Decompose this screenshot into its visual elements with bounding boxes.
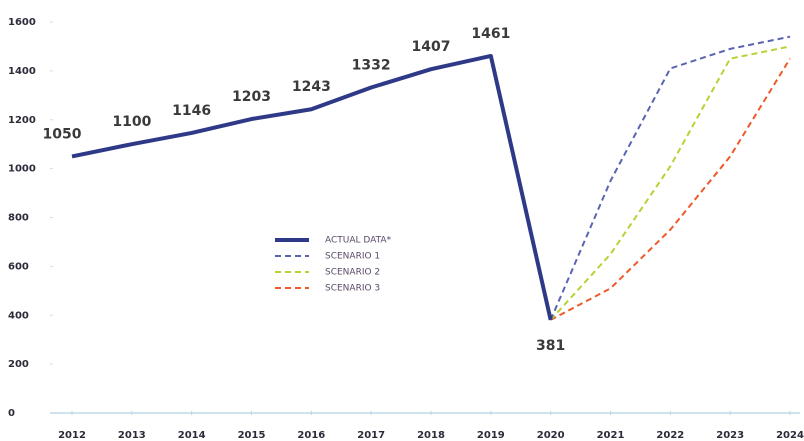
- legend-label: SCENARIO 2: [325, 268, 380, 278]
- legend-label: SCENARIO 3: [325, 284, 380, 294]
- data-label: 1100: [112, 114, 151, 130]
- series-line: [549, 45, 791, 321]
- x-tick-label: 2017: [357, 430, 385, 441]
- data-label: 1203: [232, 89, 271, 105]
- x-tick-label: 2019: [477, 430, 505, 441]
- y-tick-label: 600: [8, 261, 29, 272]
- data-label: 1461: [471, 26, 510, 42]
- x-tick-label: 2012: [58, 430, 86, 441]
- data-label: 1146: [172, 103, 211, 119]
- y-tick-label: 0: [8, 408, 15, 419]
- data-label: 1407: [412, 39, 451, 55]
- data-label: 1050: [43, 126, 82, 142]
- x-tick-label: 2014: [178, 430, 206, 441]
- x-tick-label: 2021: [597, 430, 625, 441]
- x-tick-label: 2023: [716, 430, 744, 441]
- y-tick-label: 800: [8, 213, 29, 224]
- x-tick-label: 2013: [118, 430, 146, 441]
- data-label: 1332: [352, 57, 391, 73]
- x-tick-label: 2015: [238, 430, 266, 441]
- x-tick-label: 2024: [776, 430, 804, 441]
- data-label: 381: [536, 338, 565, 354]
- y-tick-label: 1200: [8, 115, 36, 126]
- y-tick-label: 1000: [8, 164, 36, 175]
- series-line: [549, 35, 791, 321]
- series-line: [550, 58, 791, 321]
- y-tick-label: 1400: [8, 66, 36, 77]
- x-tick-label: 2022: [656, 430, 684, 441]
- data-label: 1243: [292, 79, 331, 95]
- legend-label: SCENARIO 1: [325, 252, 380, 262]
- x-tick-label: 2020: [537, 430, 565, 441]
- y-tick-label: 400: [8, 310, 29, 321]
- x-tick-label: 2018: [417, 430, 445, 441]
- legend-label: ACTUAL DATA*: [325, 236, 392, 246]
- x-tick-label: 2016: [297, 430, 325, 441]
- y-tick-label: 200: [8, 359, 29, 370]
- series-line: [71, 53, 553, 321]
- y-tick-label: 1600: [8, 17, 36, 28]
